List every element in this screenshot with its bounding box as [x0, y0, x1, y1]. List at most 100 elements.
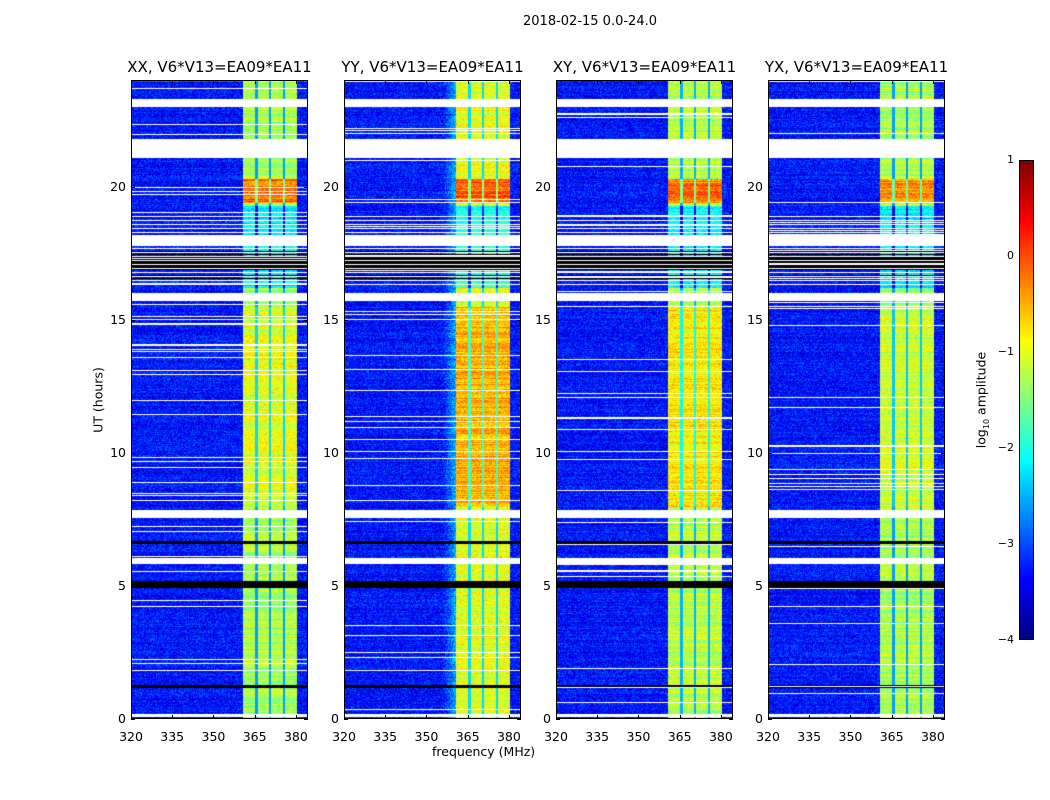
x-tick-mark: [768, 715, 769, 719]
y-tick-mark: [344, 719, 348, 720]
x-tick-mark: [426, 80, 428, 84]
colorbar: [1019, 160, 1034, 640]
x-tick-mark: [172, 80, 174, 84]
panel-title: YY, V6*V13=EA09*EA11: [341, 58, 524, 76]
x-tick-mark: [809, 715, 811, 719]
x-tick-mark: [467, 715, 469, 719]
colorbar-label: log10 amplitude: [973, 352, 991, 448]
y-tick-label: 0: [755, 711, 763, 726]
colorbar-label-rest: amplitude: [973, 351, 989, 419]
panel-title: XX, V6*V13=EA09*EA11: [127, 58, 312, 76]
panel-title: YX, V6*V13=EA09*EA11: [764, 58, 949, 76]
y-tick-mark: [131, 319, 135, 321]
y-tick-label: 20: [110, 178, 126, 194]
x-tick-mark: [385, 80, 387, 84]
y-tick-mark: [941, 186, 945, 188]
y-tick-mark: [729, 585, 733, 587]
y-tick-label: 5: [543, 577, 551, 593]
x-tick-mark: [720, 715, 722, 719]
y-tick-label: 20: [535, 178, 551, 194]
y-tick-mark: [517, 186, 521, 188]
x-tick-mark: [131, 80, 132, 84]
x-tick-mark: [213, 80, 215, 84]
y-tick-mark: [941, 319, 945, 321]
panel-title: XY, V6*V13=EA09*EA11: [552, 58, 737, 76]
y-tick-mark: [344, 585, 348, 587]
x-tick-label: 380: [496, 729, 521, 744]
x-tick-mark: [891, 715, 893, 719]
x-tick-mark: [679, 715, 681, 719]
y-tick-label: 15: [323, 311, 339, 327]
y-tick-mark: [304, 319, 308, 321]
x-tick-label: 380: [920, 729, 945, 744]
x-tick-mark: [295, 715, 297, 719]
y-tick-mark: [556, 719, 560, 720]
y-tick-mark: [517, 452, 521, 454]
y-tick-label: 15: [110, 311, 126, 327]
x-tick-label: 350: [414, 729, 439, 744]
x-tick-label: 350: [838, 729, 863, 744]
x-tick-mark: [508, 715, 510, 719]
x-tick-mark: [385, 715, 387, 719]
y-tick-mark: [344, 452, 348, 454]
colorbar-tick-label: −3: [997, 537, 1014, 550]
x-tick-mark: [467, 80, 469, 84]
x-tick-mark: [556, 715, 557, 719]
x-axis-label: frequency (MHz): [432, 744, 536, 759]
x-tick-mark: [556, 80, 557, 84]
colorbar-label-sub: 10: [981, 418, 991, 430]
y-tick-mark: [304, 452, 308, 454]
y-tick-mark: [131, 719, 135, 720]
x-tick-label: 350: [201, 729, 226, 744]
x-tick-mark: [213, 715, 215, 719]
colorbar-tick-label: −4: [997, 633, 1014, 646]
x-tick-mark: [344, 715, 345, 719]
x-tick-label: 350: [626, 729, 651, 744]
x-tick-label: 380: [708, 729, 733, 744]
panel-2: XY, V6*V13=EA09*EA11 320 335 350 365 380 0 5 10 1…: [535, 58, 736, 744]
plot-frame: [556, 80, 733, 719]
x-tick-label: 365: [667, 729, 692, 744]
y-tick-mark: [304, 719, 308, 720]
x-tick-mark: [131, 715, 132, 719]
y-tick-mark: [941, 719, 945, 720]
y-tick-mark: [517, 585, 521, 587]
panel-1: YY, V6*V13=EA09*EA11 320 335 350 365 380 0 5 10 1…: [323, 58, 524, 744]
y-tick-mark: [941, 585, 945, 587]
y-tick-mark: [556, 186, 560, 188]
y-tick-mark: [517, 719, 521, 720]
y-tick-label: 0: [543, 711, 551, 726]
y-tick-label: 15: [535, 311, 551, 327]
y-tick-mark: [941, 452, 945, 454]
y-tick-label: 10: [110, 444, 126, 460]
figure-title: 2018-02-15 0.0-24.0: [523, 14, 657, 29]
y-tick-label: 5: [755, 577, 763, 593]
plot-frame: [344, 80, 521, 719]
x-tick-mark: [768, 80, 769, 84]
y-tick-mark: [729, 719, 733, 720]
x-tick-mark: [809, 80, 811, 84]
waterfall-heatmap: [556, 80, 733, 719]
x-tick-label: 365: [242, 729, 267, 744]
x-tick-label: 320: [544, 729, 568, 744]
x-tick-label: 365: [455, 729, 480, 744]
panel-3: YX, V6*V13=EA09*EA11 320 335 350 365 380 0 5 10 1…: [747, 58, 948, 744]
waterfall-heatmap: [131, 80, 308, 719]
colorbar-tick-label: 0: [1007, 249, 1014, 262]
plot-frame: [131, 80, 308, 719]
x-tick-mark: [597, 715, 599, 719]
y-axis-label: UT (hours): [90, 367, 106, 433]
y-tick-mark: [768, 186, 772, 188]
y-tick-mark: [131, 186, 135, 188]
x-tick-label: 335: [160, 729, 185, 744]
x-tick-mark: [850, 715, 852, 719]
x-tick-label: 335: [585, 729, 610, 744]
y-tick-label: 20: [747, 178, 763, 194]
y-tick-mark: [556, 585, 560, 587]
y-tick-mark: [344, 319, 348, 321]
y-tick-mark: [131, 452, 135, 454]
y-tick-label: 10: [535, 444, 551, 460]
x-tick-label: 320: [332, 729, 356, 744]
y-tick-mark: [729, 186, 733, 188]
